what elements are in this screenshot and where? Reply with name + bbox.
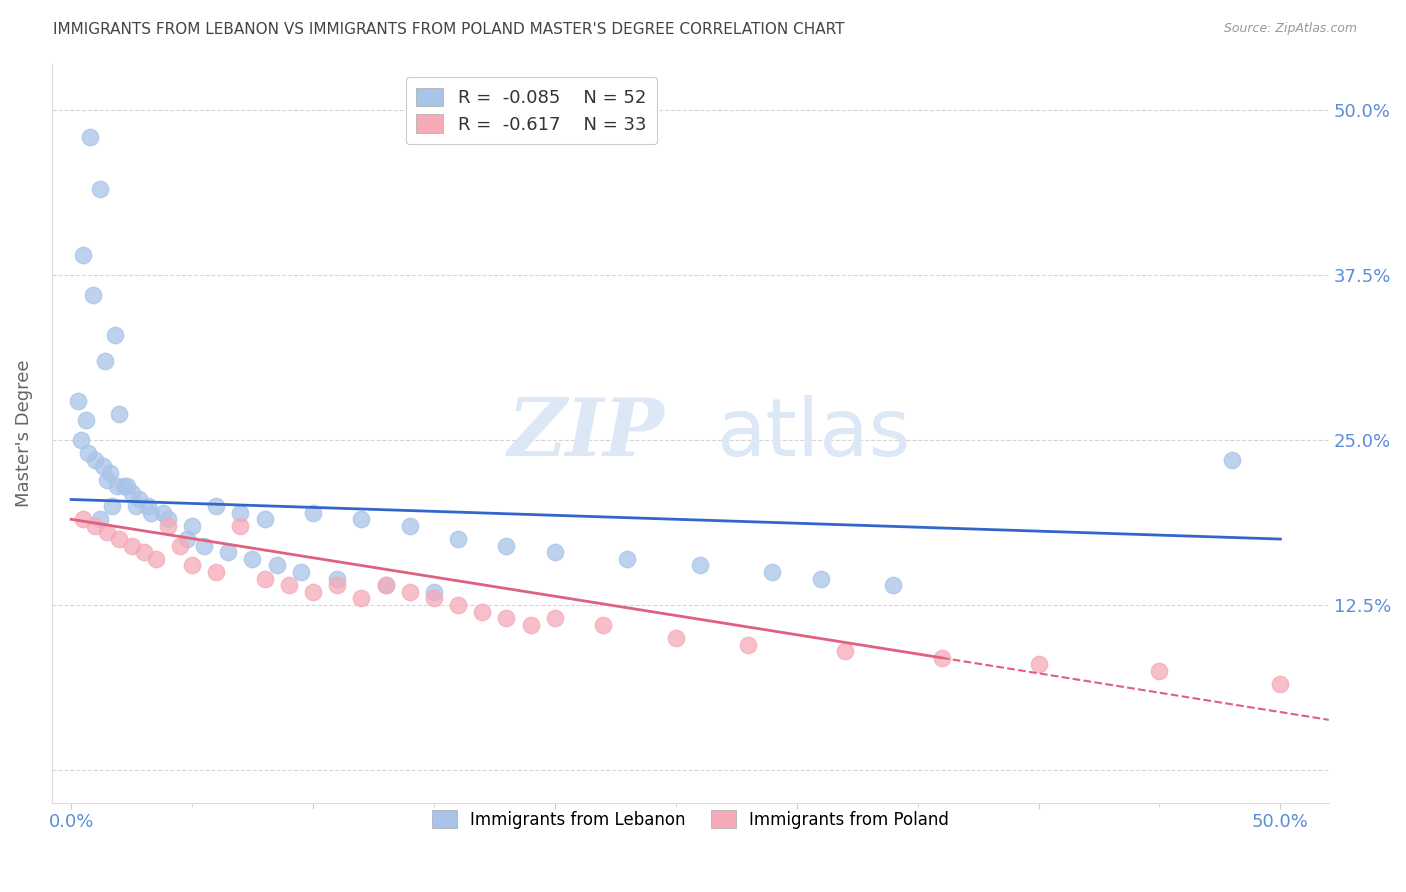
Point: [169, 539, 191, 553]
Point: [193, 539, 215, 553]
Point: [616, 552, 638, 566]
Point: [217, 545, 239, 559]
Point: [91, 459, 114, 474]
Point: [138, 499, 160, 513]
Point: [882, 578, 904, 592]
Point: [834, 644, 856, 658]
Point: [84, 519, 107, 533]
Point: [544, 545, 567, 559]
Text: Source: ZipAtlas.com: Source: ZipAtlas.com: [1223, 22, 1357, 36]
Point: [104, 327, 127, 342]
Point: [229, 506, 252, 520]
Point: [1220, 453, 1243, 467]
Point: [277, 578, 299, 592]
Point: [592, 617, 614, 632]
Point: [156, 512, 179, 526]
Point: [128, 492, 150, 507]
Point: [89, 512, 111, 526]
Point: [72, 512, 94, 526]
Point: [176, 532, 198, 546]
Point: [447, 532, 470, 546]
Point: [72, 248, 94, 262]
Point: [253, 512, 276, 526]
Point: [398, 585, 420, 599]
Point: [302, 506, 325, 520]
Point: [121, 486, 143, 500]
Point: [495, 611, 517, 625]
Point: [77, 446, 100, 460]
Text: atlas: atlas: [716, 394, 910, 473]
Point: [121, 539, 143, 553]
Point: [145, 552, 167, 566]
Point: [94, 354, 117, 368]
Point: [181, 519, 204, 533]
Point: [1028, 657, 1050, 672]
Point: [105, 479, 128, 493]
Point: [69, 433, 91, 447]
Point: [89, 182, 111, 196]
Point: [229, 519, 252, 533]
Point: [101, 499, 124, 513]
Point: [326, 572, 349, 586]
Point: [665, 631, 688, 645]
Point: [544, 611, 567, 625]
Point: [302, 585, 325, 599]
Point: [96, 525, 118, 540]
Point: [447, 598, 470, 612]
Point: [84, 453, 107, 467]
Point: [132, 545, 155, 559]
Point: [1270, 677, 1292, 691]
Point: [326, 578, 349, 592]
Point: [290, 565, 312, 579]
Point: [156, 519, 179, 533]
Text: IMMIGRANTS FROM LEBANON VS IMMIGRANTS FROM POLAND MASTER'S DEGREE CORRELATION CH: IMMIGRANTS FROM LEBANON VS IMMIGRANTS FR…: [53, 22, 845, 37]
Point: [350, 591, 373, 606]
Point: [1149, 664, 1171, 678]
Point: [810, 572, 832, 586]
Y-axis label: Master's Degree: Master's Degree: [15, 359, 32, 508]
Point: [374, 578, 396, 592]
Point: [398, 519, 420, 533]
Point: [761, 565, 783, 579]
Point: [108, 532, 131, 546]
Point: [67, 393, 90, 408]
Point: [108, 407, 131, 421]
Point: [181, 558, 204, 573]
Point: [519, 617, 541, 632]
Legend: Immigrants from Lebanon, Immigrants from Poland: Immigrants from Lebanon, Immigrants from…: [425, 804, 956, 835]
Point: [115, 479, 138, 493]
Point: [495, 539, 517, 553]
Point: [266, 558, 288, 573]
Point: [374, 578, 396, 592]
Point: [205, 499, 228, 513]
Point: [350, 512, 373, 526]
Point: [79, 129, 101, 144]
Point: [689, 558, 711, 573]
Text: ZIP: ZIP: [508, 395, 665, 472]
Point: [82, 288, 104, 302]
Point: [931, 650, 953, 665]
Point: [242, 552, 264, 566]
Point: [112, 479, 135, 493]
Point: [152, 506, 174, 520]
Point: [471, 605, 494, 619]
Point: [125, 499, 148, 513]
Point: [253, 572, 276, 586]
Point: [139, 506, 162, 520]
Point: [75, 413, 97, 427]
Point: [205, 565, 228, 579]
Point: [423, 591, 446, 606]
Point: [737, 638, 759, 652]
Point: [98, 466, 121, 480]
Point: [96, 473, 118, 487]
Point: [423, 585, 446, 599]
